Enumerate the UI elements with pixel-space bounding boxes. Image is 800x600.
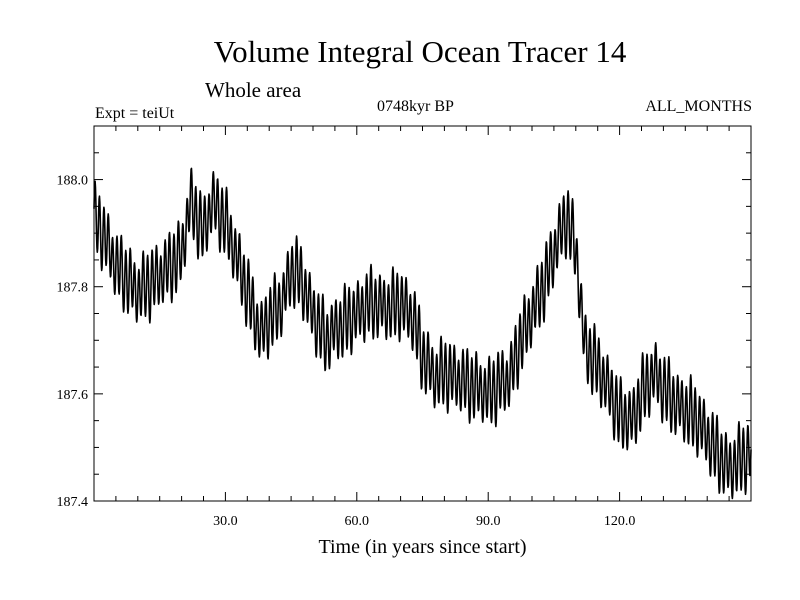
x-tick-label: 90.0 (476, 514, 501, 529)
y-tick-label: 188.0 (57, 174, 89, 189)
x-axis-label: Time (in years since start) (318, 536, 527, 558)
series-layer (93, 167, 752, 500)
y-tick-label: 187.8 (57, 281, 89, 296)
experiment-label: Expt = teiUt (95, 105, 175, 122)
months-label: ALL_MONTHS (645, 98, 752, 115)
series-line (93, 167, 752, 500)
chart-subtitle: Whole area (205, 78, 302, 102)
x-tick-label: 120.0 (604, 514, 636, 529)
y-tick-label: 187.4 (57, 495, 89, 510)
chart-title: Volume Integral Ocean Tracer 14 (213, 34, 627, 69)
y-tick-label: 187.6 (57, 388, 89, 403)
x-tick-label: 60.0 (345, 514, 370, 529)
period-label: 0748kyr BP (377, 98, 454, 115)
x-tick-label: 30.0 (213, 514, 238, 529)
axis-ticks: 30.0 60.0 90.0 120.0 187.4 187.6 187.8 188.0 (57, 126, 751, 529)
